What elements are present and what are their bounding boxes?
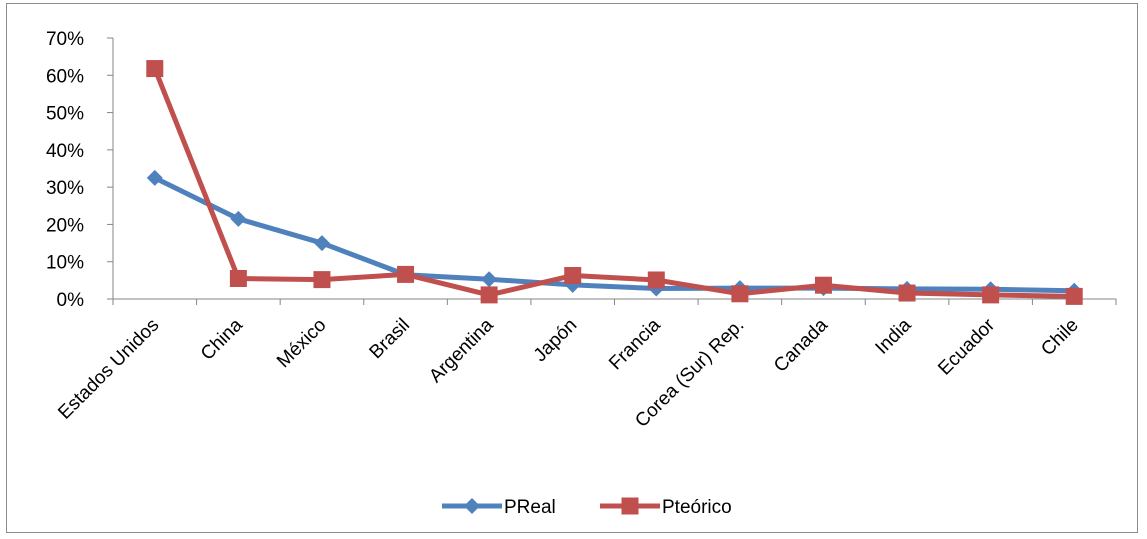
x-tick-label: Brasil xyxy=(366,315,414,363)
y-axis-ticks: 0% 10% 20% 30% 40% 50% 60% 70% xyxy=(46,29,113,311)
series-line-preal xyxy=(152,175,1077,294)
series-line-pte-rico xyxy=(152,66,1077,299)
x-tick-label: Francia xyxy=(605,314,665,374)
y-tick-label: 70% xyxy=(46,29,84,50)
data-point-pte-rico xyxy=(647,271,665,289)
y-tick-label: 30% xyxy=(46,178,84,199)
y-tick-label: 50% xyxy=(46,104,84,125)
legend-marker xyxy=(464,498,480,514)
x-tick-label: China xyxy=(197,314,247,364)
legend-item-preal: PReal xyxy=(442,497,556,518)
y-tick-label: 20% xyxy=(46,215,84,236)
data-point-pte-rico xyxy=(731,285,749,303)
legend: PReal Pteórico xyxy=(442,497,732,518)
data-point-pte-rico xyxy=(814,276,832,294)
y-tick-label: 10% xyxy=(46,253,84,274)
data-point-preal xyxy=(313,235,330,252)
x-tick-label: Chile xyxy=(1037,315,1082,360)
data-point-preal xyxy=(481,271,498,288)
data-point-pte-rico xyxy=(480,286,498,304)
legend-label: PReal xyxy=(504,497,556,518)
legend-label: Pteórico xyxy=(662,497,732,518)
axes xyxy=(112,38,1116,300)
data-point-pte-rico xyxy=(146,60,164,78)
x-tick-label: India xyxy=(872,314,916,358)
data-point-pte-rico xyxy=(229,269,247,287)
y-tick-label: 40% xyxy=(46,141,84,162)
x-tick-label: Ecuador xyxy=(934,314,999,379)
data-point-preal xyxy=(146,169,163,186)
y-tick-label: 0% xyxy=(57,290,85,311)
x-tick-label: Estados Unidos xyxy=(54,315,163,424)
plot-series xyxy=(146,60,1083,305)
legend-item-pte-rico: Pteórico xyxy=(600,497,732,518)
x-tick-label: Canada xyxy=(770,314,832,376)
legend-marker xyxy=(621,497,639,515)
x-axis-ticks: Estados Unidos China México Brasil Argentina… xyxy=(54,299,1117,432)
series-pte-rico xyxy=(146,60,1083,305)
y-tick-label: 60% xyxy=(46,66,84,87)
data-point-preal xyxy=(230,210,247,227)
data-point-pte-rico xyxy=(313,271,331,289)
x-tick-label: Japón xyxy=(530,315,581,366)
x-tick-label: Argentina xyxy=(425,314,498,387)
data-point-pte-rico xyxy=(982,286,1000,304)
data-point-pte-rico xyxy=(397,265,415,283)
data-point-pte-rico xyxy=(1065,287,1083,305)
data-point-pte-rico xyxy=(898,284,916,302)
data-point-pte-rico xyxy=(564,267,582,285)
x-tick-label: México xyxy=(273,315,330,372)
